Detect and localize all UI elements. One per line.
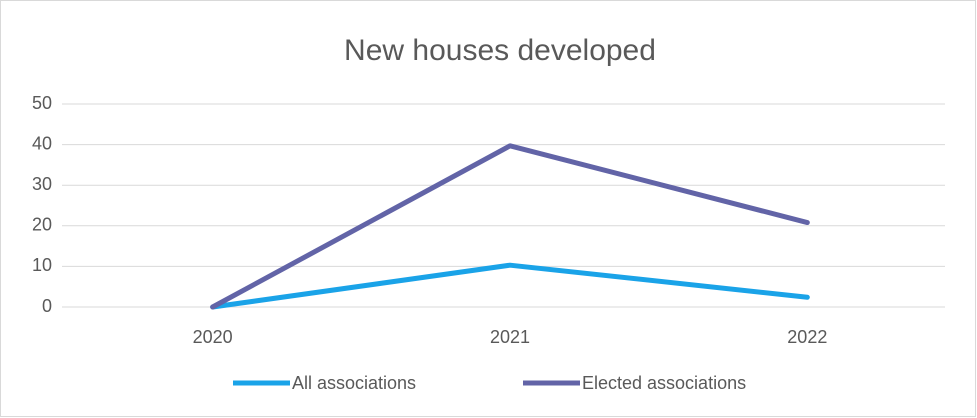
x-tick-label: 2021 xyxy=(490,327,530,347)
x-tick-label: 2020 xyxy=(193,327,233,347)
y-tick-label: 40 xyxy=(32,133,52,153)
y-tick-label: 10 xyxy=(32,255,52,275)
series-line xyxy=(210,143,810,310)
y-tick-label: 0 xyxy=(42,296,52,316)
chart-title: New houses developed xyxy=(344,34,656,67)
legend-label: Elected associations xyxy=(582,373,746,393)
x-tick-label: 2022 xyxy=(787,327,827,347)
y-tick-label: 50 xyxy=(32,93,52,113)
legend-label: All associations xyxy=(292,373,416,393)
y-tick-label: 30 xyxy=(32,174,52,194)
series-line xyxy=(210,262,810,310)
y-tick-label: 20 xyxy=(32,215,52,235)
